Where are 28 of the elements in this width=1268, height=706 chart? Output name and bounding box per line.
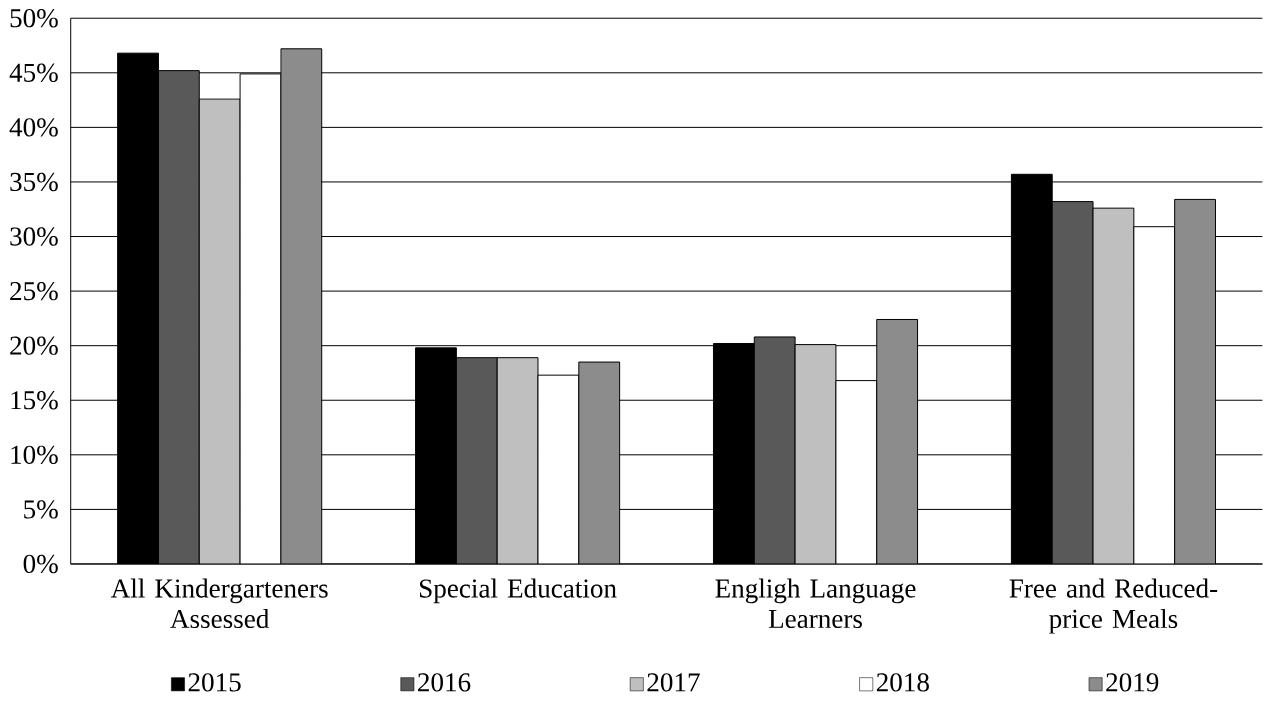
x-tick-label: Free and Reduced-price Meals	[1009, 578, 1218, 634]
x-tick-label: All Kindergarteners Assessed	[110, 578, 328, 629]
y-tick-label: 45%	[9, 63, 58, 83]
y-tick-label: 15%	[11, 391, 58, 410]
y-tick-label: 40%	[9, 118, 58, 137]
bar	[1092, 207, 1135, 565]
y-tick-label: 20%	[10, 336, 58, 355]
bar	[753, 336, 796, 565]
y-tick-label: 50%	[10, 9, 58, 28]
y-tick-label: 25%	[10, 281, 58, 301]
bar	[496, 357, 539, 565]
legend-label: 2018	[876, 673, 929, 692]
y-tick-label: 5%	[24, 500, 58, 519]
y-tick-label: 30%	[10, 227, 58, 246]
y-tick-label: 35%	[10, 172, 58, 192]
x-tick-label: Engligh Language Learners	[715, 578, 916, 629]
legend-label: 2016	[418, 673, 471, 692]
legend-label: 2019	[1106, 673, 1159, 692]
legend-label: 2015	[188, 673, 241, 692]
x-tick-label: Special Education	[419, 578, 617, 604]
y-tick-label: 10%	[11, 445, 58, 465]
bar	[794, 344, 837, 565]
legend-label: 2017	[647, 673, 700, 692]
bar	[157, 70, 200, 565]
bar	[1051, 201, 1094, 565]
bar	[198, 98, 241, 565]
bar	[455, 357, 498, 565]
y-tick-label: 0%	[23, 554, 58, 574]
